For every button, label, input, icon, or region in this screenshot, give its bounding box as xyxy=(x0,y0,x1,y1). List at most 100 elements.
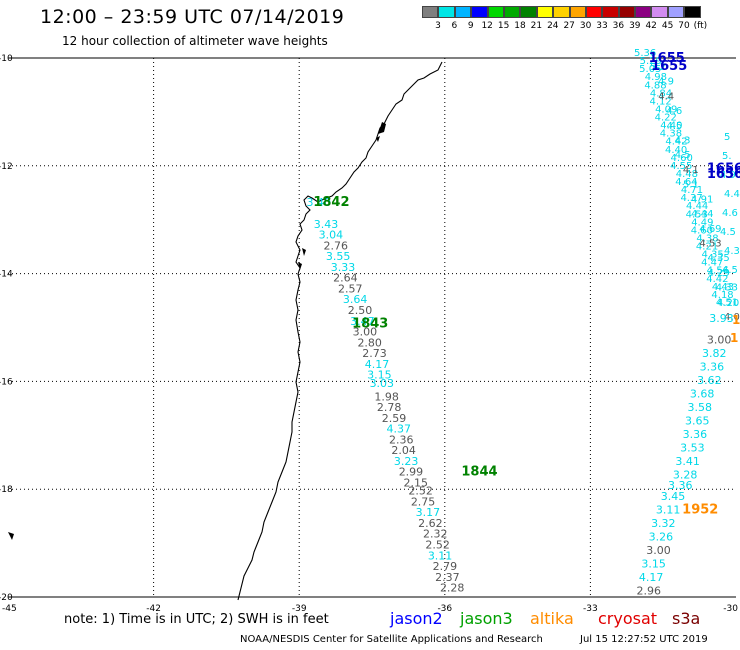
wave-height-value: 4.9 xyxy=(720,170,736,181)
wave-height-value: 4.17 xyxy=(365,358,390,371)
wave-height-value: 4.21 xyxy=(696,242,718,253)
pass-time-label: 1843 xyxy=(352,317,388,332)
latitude-label: -20 xyxy=(0,593,13,603)
color-scale-label: 30 xyxy=(579,21,592,31)
wave-height-value: 2.64 xyxy=(333,272,358,285)
wave-height-value: 3.53 xyxy=(680,441,705,454)
wave-height-value: 4.69 xyxy=(699,224,721,235)
color-scale-label: 9 xyxy=(467,21,474,31)
altimeter-pass: 3.933.003.823.363.623.683.583.653.363.53… xyxy=(637,312,734,597)
legend-altika: altika xyxy=(530,609,574,628)
wave-height-value: 2.32 xyxy=(423,528,448,541)
wave-height-value: 4.71 xyxy=(681,185,703,196)
wave-height-value: 3.00 xyxy=(646,544,671,557)
wave-height-value: 3.11 xyxy=(428,549,453,562)
wave-height-value: 3.41 xyxy=(675,455,700,468)
wave-height-value: 2.75 xyxy=(411,495,436,508)
wave-height-value: 2.52 xyxy=(408,485,433,498)
graticule-grid xyxy=(8,57,736,598)
wave-height-value: 3.03 xyxy=(370,377,395,390)
wave-height-value: 3.68 xyxy=(690,388,715,401)
wave-height-value: 4.43 xyxy=(712,282,734,293)
wave-height-value: 4.60 xyxy=(691,225,713,236)
wave-height-value: 4.40 xyxy=(660,121,682,132)
color-swatch xyxy=(651,6,668,18)
wave-height-value: 4.37 xyxy=(680,193,702,204)
coastal-islands xyxy=(8,122,386,540)
color-scale-label: 12 xyxy=(481,21,493,31)
color-scale-bar xyxy=(422,6,701,18)
longitude-label: -36 xyxy=(437,604,452,614)
color-swatch xyxy=(471,6,488,18)
wave-height-value: 4.55 xyxy=(670,161,692,172)
wave-height-value: 4.29 xyxy=(708,268,730,279)
color-scale-label: 18 xyxy=(514,21,526,31)
wave-height-value: 3.00 xyxy=(353,326,378,339)
wave-height-value: 3.15 xyxy=(641,557,666,570)
wave-height-value: 2.04 xyxy=(391,444,416,457)
wave-height-value: 4.49 xyxy=(691,217,713,228)
color-swatch xyxy=(684,6,701,18)
wave-height-value: 4.53 xyxy=(686,209,708,220)
wave-height-value: 3.28 xyxy=(673,468,698,481)
color-scale-label: 21 xyxy=(530,21,543,31)
color-swatch xyxy=(618,6,636,18)
latitude-label: -16 xyxy=(0,377,13,387)
color-scale-label: 3 xyxy=(435,21,441,31)
wave-height-value: 2.52 xyxy=(425,538,450,551)
wave-height-value: 3.15 xyxy=(367,369,392,382)
wave-height-value: 4.48 xyxy=(676,169,698,180)
wave-height-value: 3.32 xyxy=(651,517,676,530)
legend-jason3: jason3 xyxy=(460,609,513,628)
latitude-label: -18 xyxy=(0,485,13,495)
wave-height-value: 2.76 xyxy=(323,239,348,252)
wave-height-value: 4.09 xyxy=(655,104,677,115)
wave-height-value: 4.88 xyxy=(644,80,666,91)
color-scale-label: 36 xyxy=(612,21,625,31)
color-swatch xyxy=(503,6,521,18)
color-swatch xyxy=(422,6,439,18)
color-scale-label: (ft) xyxy=(693,21,708,31)
wave-height-value: 2.62 xyxy=(418,517,443,530)
wave-height-value: 4.37 xyxy=(387,423,412,436)
wave-height-value: 4.06 xyxy=(724,312,740,323)
wave-height-value: 3.65 xyxy=(685,415,710,428)
latitude-label: -14 xyxy=(0,270,13,280)
wave-height-value: 4.42 xyxy=(665,137,687,148)
pass-time-label-partial: 1 xyxy=(732,313,740,327)
pass-time-label: 1952 xyxy=(682,502,718,517)
wave-height-value: 5 xyxy=(724,132,730,143)
longitude-label: -33 xyxy=(583,604,598,614)
wave-height-value: 4.6 xyxy=(722,208,738,219)
map-subtitle: 12 hour collection of altimeter wave hei… xyxy=(62,34,328,48)
wave-height-value: 4.9 xyxy=(658,77,674,88)
legend-s3a: s3a xyxy=(672,609,701,628)
pass-time-label-partial: 1 xyxy=(730,331,738,345)
wave-height-value: 4.33 xyxy=(716,283,738,294)
wave-height-value: 4.98 xyxy=(645,72,667,83)
wave-height-value: 2.99 xyxy=(399,466,424,479)
wave-height-value: 4.40 xyxy=(665,145,687,156)
wave-height-value: 3.04 xyxy=(319,229,344,242)
altimeter-passes: 3.40 3.433.042.763.553.332.642.573.642.50… xyxy=(306,195,733,597)
map-title: 12:00 – 23:59 UTC 07/14/2019 xyxy=(40,6,345,28)
wave-height-value: 4.3 xyxy=(724,246,740,257)
wave-height-value: 3.36 xyxy=(700,361,725,374)
wave-height-value: 5.1 xyxy=(683,180,699,191)
footer-credit: NOAA/NESDIS Center for Satellite Applica… xyxy=(240,634,543,645)
wave-height-value: 5.05 xyxy=(639,64,661,75)
wave-height-value: 4.42 xyxy=(706,274,728,285)
wave-height-value: 4.38 xyxy=(660,129,682,140)
color-swatch xyxy=(602,6,619,18)
wave-height-value: 4.35 xyxy=(708,253,730,264)
wave-height-value: 4.47 xyxy=(701,258,723,269)
wave-height-value: 2.50 xyxy=(348,304,373,317)
pass-time-label: 1844 xyxy=(461,465,497,480)
wave-height-value: 3.00 xyxy=(707,334,732,347)
wave-height-value: 2.36 xyxy=(389,433,414,446)
legend-cryosat: cryosat xyxy=(598,609,658,628)
color-scale-label: 27 xyxy=(563,21,575,31)
color-swatch xyxy=(569,6,586,18)
wave-height-value: 1.98 xyxy=(374,390,399,403)
